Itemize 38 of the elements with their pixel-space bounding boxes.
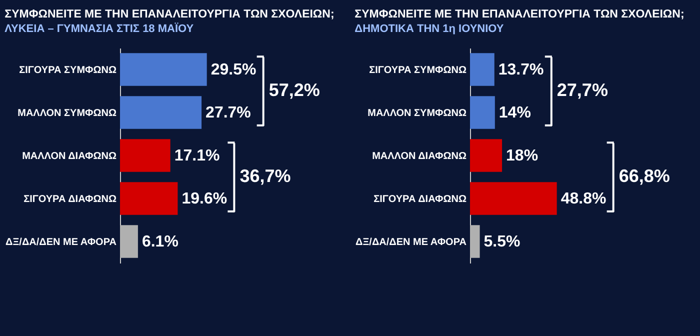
chart-title: ΣΥΜΦΩΝΕΙΤΕ ΜΕ ΤΗΝ ΕΠΑΝΑΛΕΙΤΟΥΡΓΙΑ ΤΩΝ ΣΧΟΛΕΙΩΝ;	[4, 8, 334, 20]
chart-subtitle: ΛΥΚΕΙΑ – ΓΥΜΝΑΣΙΑ ΣΤΙΣ 18 ΜΑΪΟΥ	[4, 22, 194, 35]
bar	[120, 53, 207, 86]
y-tick-label: ΜΑΛΛΟΝ ΔΙΑΦΩΝΩ	[372, 151, 466, 162]
data-label: 27.7%	[206, 104, 251, 122]
y-tick-label: ΣΙΓΟΥΡΑ ΣΥΜΦΩΝΩ	[369, 65, 466, 76]
y-tick-label: ΣΙΓΟΥΡΑ ΔΙΑΦΩΝΩ	[24, 194, 116, 205]
y-tick-label: ΔΞ/ΔΑ/ΔΕΝ ΜΕ ΑΦΟΡΑ	[6, 237, 116, 248]
bar	[120, 139, 170, 172]
chart-title: ΣΥΜΦΩΝΕΙΤΕ ΜΕ ΤΗΝ ΕΠΑΝΑΛΕΙΤΟΥΡΓΙΑ ΤΩΝ ΣΧΟΛΕΙΩΝ;	[354, 8, 684, 20]
y-tick-label: ΣΙΓΟΥΡΑ ΔΙΑΦΩΝΩ	[374, 194, 466, 205]
data-label: 19.6%	[182, 190, 228, 208]
bar	[470, 182, 557, 215]
bar	[470, 53, 494, 86]
text: 57,2%	[268, 80, 320, 100]
y-tick-label: ΜΑΛΛΟΝ ΔΙΑΦΩΝΩ	[22, 151, 116, 162]
bar	[470, 96, 495, 129]
data-label: 17.1%	[174, 148, 220, 164]
bar	[470, 139, 502, 172]
bar	[120, 225, 138, 258]
data-label: 29.5%	[210, 62, 256, 78]
y-tick-label: ΔΞ/ΔΑ/ΔΕΝ ΜΕ ΑΦΟΡΑ	[356, 237, 466, 248]
data-label: 48.8%	[560, 190, 606, 208]
bar	[470, 225, 480, 258]
data-label: 18%	[506, 148, 538, 164]
text: 36,7%	[240, 166, 291, 186]
text: 66,8%	[618, 166, 670, 186]
data-label: 13.7%	[498, 62, 544, 78]
chart-subtitle: ΔΗΜΟΤΙΚΑ ΤΗΝ 1η ΙΟΥΝΙΟΥ	[354, 23, 504, 35]
text: 27,7%	[556, 80, 608, 100]
data-label: 5.5%	[484, 234, 520, 250]
y-tick-label: ΜΑΛΛΟΝ ΣΥΜΦΩΝΩ	[18, 108, 116, 119]
bar	[120, 96, 202, 129]
y-tick-label: ΣΙΓΟΥΡΑ ΣΥΜΦΩΝΩ	[19, 65, 116, 76]
data-label: 14%	[498, 104, 531, 122]
bar	[120, 182, 178, 215]
y-tick-label: ΜΑΛΛΟΝ ΣΥΜΦΩΝΩ	[368, 108, 466, 119]
data-label: 6.1%	[142, 234, 178, 250]
